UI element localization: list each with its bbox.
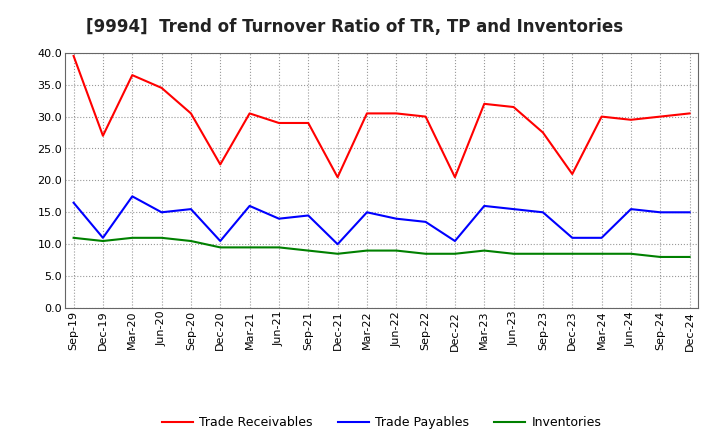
Trade Payables [509,206,518,212]
Inventories [451,251,459,257]
Trade Receivables [304,120,312,126]
Trade Payables [480,203,489,209]
Trade Receivables [598,114,606,119]
Trade Receivables [685,111,694,116]
Inventories [685,254,694,260]
Inventories [186,238,195,244]
Inventories [128,235,137,240]
Trade Receivables [451,175,459,180]
Inventories [656,254,665,260]
Trade Receivables [392,111,400,116]
Trade Receivables [421,114,430,119]
Trade Payables [626,206,635,212]
Trade Payables [157,209,166,215]
Trade Payables [685,209,694,215]
Trade Receivables [128,73,137,78]
Inventories [626,251,635,257]
Text: [9994]  Trend of Turnover Ratio of TR, TP and Inventories: [9994] Trend of Turnover Ratio of TR, TP… [86,18,624,36]
Trade Payables [186,206,195,212]
Trade Payables [392,216,400,221]
Trade Receivables [69,53,78,59]
Trade Receivables [480,101,489,106]
Trade Receivables [568,171,577,176]
Trade Payables [539,209,547,215]
Inventories [363,248,372,253]
Inventories [392,248,400,253]
Line: Trade Payables: Trade Payables [73,196,690,244]
Trade Payables [333,242,342,247]
Trade Receivables [539,130,547,135]
Trade Receivables [157,85,166,91]
Trade Payables [451,238,459,244]
Trade Receivables [363,111,372,116]
Inventories [274,245,283,250]
Inventories [246,245,254,250]
Inventories [539,251,547,257]
Trade Receivables [656,114,665,119]
Trade Receivables [246,111,254,116]
Trade Payables [274,216,283,221]
Inventories [598,251,606,257]
Trade Receivables [216,162,225,167]
Trade Payables [363,209,372,215]
Trade Payables [216,238,225,244]
Trade Receivables [186,111,195,116]
Inventories [421,251,430,257]
Line: Trade Receivables: Trade Receivables [73,56,690,177]
Trade Payables [304,213,312,218]
Legend: Trade Receivables, Trade Payables, Inventories: Trade Receivables, Trade Payables, Inven… [157,411,606,434]
Trade Payables [568,235,577,240]
Trade Receivables [509,104,518,110]
Trade Payables [656,209,665,215]
Trade Payables [421,219,430,224]
Inventories [304,248,312,253]
Trade Receivables [626,117,635,122]
Trade Payables [69,200,78,205]
Inventories [99,238,107,244]
Trade Receivables [274,120,283,126]
Trade Receivables [333,175,342,180]
Inventories [333,251,342,257]
Trade Payables [128,194,137,199]
Inventories [157,235,166,240]
Trade Payables [598,235,606,240]
Trade Receivables [99,133,107,138]
Trade Payables [246,203,254,209]
Inventories [480,248,489,253]
Inventories [69,235,78,240]
Inventories [568,251,577,257]
Inventories [216,245,225,250]
Inventories [509,251,518,257]
Line: Inventories: Inventories [73,238,690,257]
Trade Payables [99,235,107,240]
